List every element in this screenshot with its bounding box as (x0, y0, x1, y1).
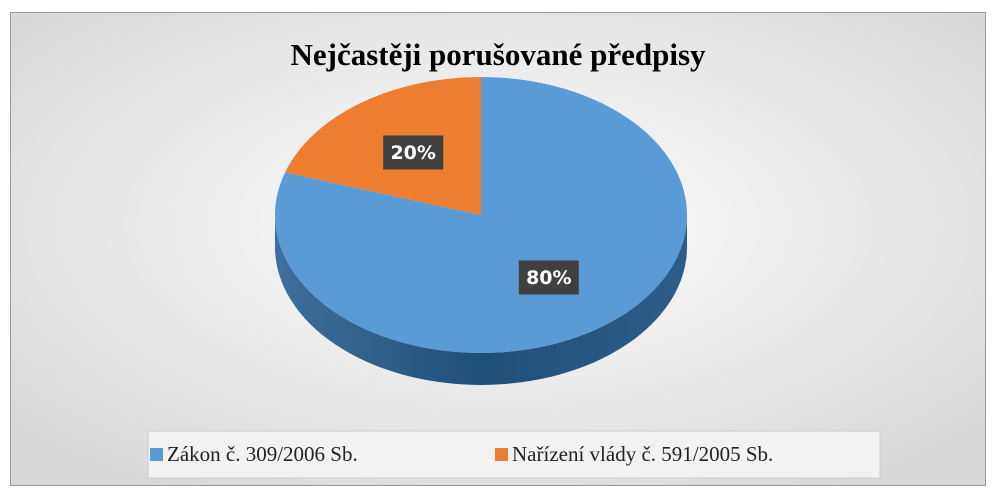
value-label: 80% (526, 267, 571, 289)
legend-label: Zákon č. 309/2006 Sb. (167, 442, 358, 466)
value-label: 20% (390, 142, 435, 164)
pie-slice (285, 77, 481, 215)
value-label-box (518, 260, 579, 295)
legend-box (147, 430, 881, 479)
chart-title: Nejčastěji porušované předpisy (290, 37, 706, 72)
legend-label: Nařízení vlády č. 591/2005 Sb. (512, 442, 773, 466)
pie-side (275, 215, 687, 385)
legend-swatch (150, 448, 163, 461)
value-label-box (383, 135, 444, 170)
legend-swatch (495, 448, 508, 461)
